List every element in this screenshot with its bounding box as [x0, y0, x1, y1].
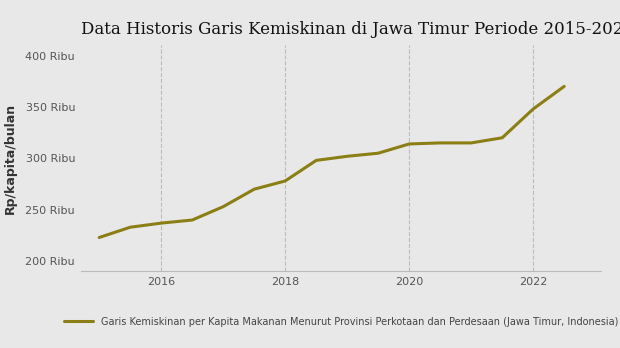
- Garis Kemiskinan per Kapita Makanan Menurut Provinsi Perkotaan dan Perdesaan (Jawa Timur, Indonesia): [312, 158, 320, 163]
- Garis Kemiskinan per Kapita Makanan Menurut Provinsi Perkotaan dan Perdesaan (Jawa Timur, Indonesia): [343, 154, 351, 158]
- Y-axis label: Rp/kapita/bulan: Rp/kapita/bulan: [4, 103, 17, 214]
- Garis Kemiskinan per Kapita Makanan Menurut Provinsi Perkotaan dan Perdesaan (Jawa Timur, Indonesia): [250, 187, 258, 191]
- Legend: Garis Kemiskinan per Kapita Makanan Menurut Provinsi Perkotaan dan Perdesaan (Ja: Garis Kemiskinan per Kapita Makanan Menu…: [64, 317, 618, 327]
- Garis Kemiskinan per Kapita Makanan Menurut Provinsi Perkotaan dan Perdesaan (Jawa Timur, Indonesia): [219, 205, 227, 209]
- Garis Kemiskinan per Kapita Makanan Menurut Provinsi Perkotaan dan Perdesaan (Jawa Timur, Indonesia): [126, 225, 134, 229]
- Garis Kemiskinan per Kapita Makanan Menurut Provinsi Perkotaan dan Perdesaan (Jawa Timur, Indonesia): [374, 151, 382, 155]
- Garis Kemiskinan per Kapita Makanan Menurut Provinsi Perkotaan dan Perdesaan (Jawa Timur, Indonesia): [529, 107, 537, 111]
- Line: Garis Kemiskinan per Kapita Makanan Menurut Provinsi Perkotaan dan Perdesaan (Jawa Timur, Indonesia): Garis Kemiskinan per Kapita Makanan Menu…: [99, 86, 564, 238]
- Garis Kemiskinan per Kapita Makanan Menurut Provinsi Perkotaan dan Perdesaan (Jawa Timur, Indonesia): [498, 136, 506, 140]
- Garis Kemiskinan per Kapita Makanan Menurut Provinsi Perkotaan dan Perdesaan (Jawa Timur, Indonesia): [436, 141, 444, 145]
- Garis Kemiskinan per Kapita Makanan Menurut Provinsi Perkotaan dan Perdesaan (Jawa Timur, Indonesia): [157, 221, 165, 225]
- Garis Kemiskinan per Kapita Makanan Menurut Provinsi Perkotaan dan Perdesaan (Jawa Timur, Indonesia): [560, 84, 568, 88]
- Garis Kemiskinan per Kapita Makanan Menurut Provinsi Perkotaan dan Perdesaan (Jawa Timur, Indonesia): [188, 218, 196, 222]
- Text: Data Historis Garis Kemiskinan di Jawa Timur Periode 2015-2022: Data Historis Garis Kemiskinan di Jawa T…: [81, 21, 620, 38]
- Garis Kemiskinan per Kapita Makanan Menurut Provinsi Perkotaan dan Perdesaan (Jawa Timur, Indonesia): [467, 141, 475, 145]
- Garis Kemiskinan per Kapita Makanan Menurut Provinsi Perkotaan dan Perdesaan (Jawa Timur, Indonesia): [95, 236, 103, 240]
- Garis Kemiskinan per Kapita Makanan Menurut Provinsi Perkotaan dan Perdesaan (Jawa Timur, Indonesia): [405, 142, 413, 146]
- Garis Kemiskinan per Kapita Makanan Menurut Provinsi Perkotaan dan Perdesaan (Jawa Timur, Indonesia): [281, 179, 289, 183]
